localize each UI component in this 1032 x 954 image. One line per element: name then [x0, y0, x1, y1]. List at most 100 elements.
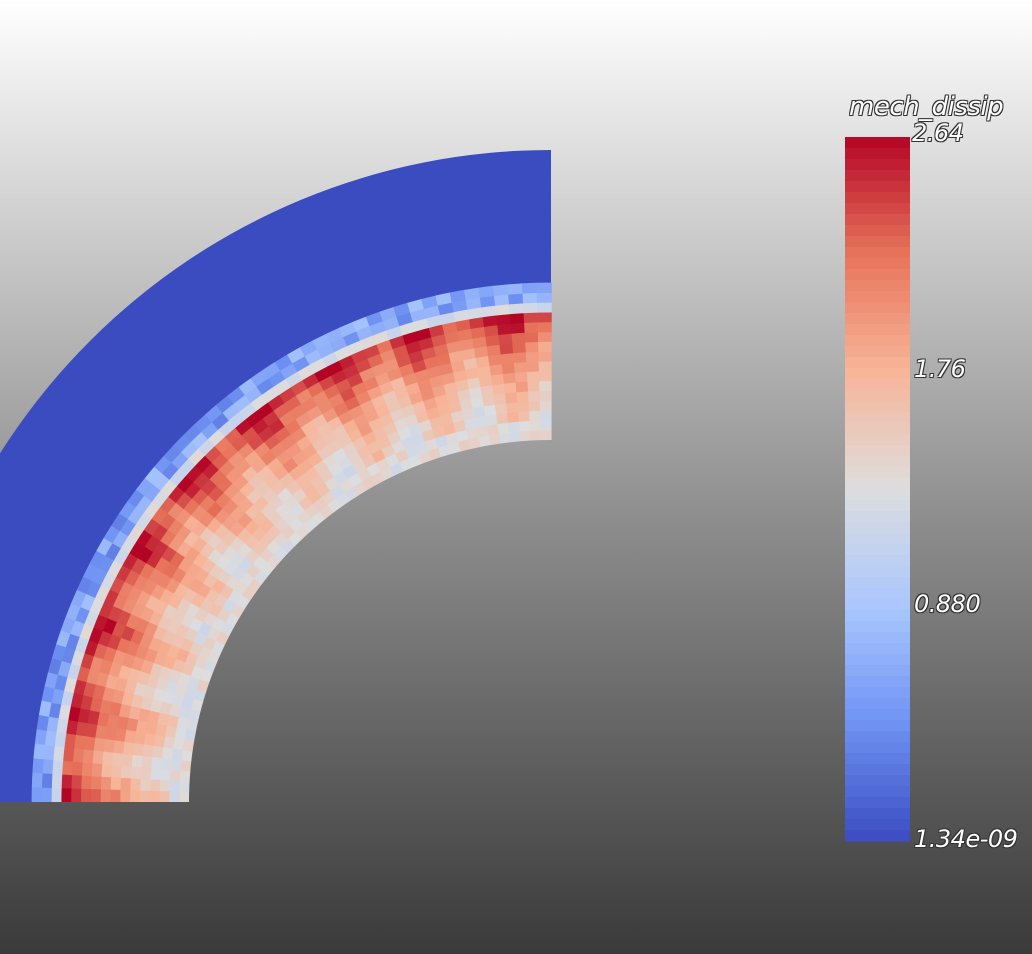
mesh-cell [468, 386, 483, 399]
colorbar-tick-label-2: 0.880 [914, 590, 981, 618]
mesh-cell [130, 655, 145, 672]
mesh-cell [463, 287, 481, 301]
mesh-cell [157, 640, 172, 656]
mesh-cell [510, 322, 526, 334]
mesh-cell [284, 418, 302, 435]
colorbar-band [845, 621, 910, 633]
mesh-cell [398, 363, 415, 377]
colorbar-band [845, 379, 910, 391]
mesh-cell [483, 324, 500, 337]
mesh-cell [70, 787, 82, 802]
mesh-cell [131, 754, 143, 768]
mesh-cell [80, 652, 95, 670]
colorbar-band [845, 764, 910, 776]
mesh-cell [428, 324, 445, 338]
mesh-cell [137, 545, 154, 564]
mesh-cell [507, 411, 520, 423]
mesh-cell [539, 400, 552, 411]
mesh-cell [168, 534, 185, 552]
colorbar-min-label: 1.34e-09 [914, 825, 1018, 853]
mesh-cell [237, 442, 255, 459]
mesh-cell [274, 354, 293, 371]
mesh-cell [52, 745, 65, 761]
mesh-cell [474, 415, 488, 428]
mesh-cell [145, 721, 158, 735]
colorbar-band [845, 742, 910, 754]
mesh-cell [112, 739, 125, 754]
mesh-cell [124, 679, 138, 695]
mesh-cell [169, 769, 181, 782]
colorbar-band [845, 808, 910, 820]
mesh-cell [153, 651, 168, 667]
mesh-cell [193, 688, 207, 702]
mesh-cell [459, 338, 475, 351]
mesh-cell [161, 746, 174, 760]
mesh-cell [108, 661, 123, 678]
mesh-cell [289, 403, 307, 420]
mesh-cell [171, 451, 189, 470]
mesh-cell [517, 400, 530, 412]
mesh-cell [540, 410, 552, 421]
mesh-cell [338, 321, 357, 338]
mesh-cell [495, 303, 511, 316]
mesh-cell [177, 556, 194, 573]
mesh-cell [445, 431, 459, 445]
mesh-cell [468, 436, 481, 450]
mesh-cell [312, 390, 330, 406]
mesh-cell [435, 352, 452, 366]
mesh-cell [52, 759, 64, 775]
mesh-cell [218, 459, 236, 477]
mesh-cell [287, 347, 306, 364]
mesh-cell [160, 757, 172, 770]
mesh-cell [457, 328, 473, 342]
colorbar-band [845, 478, 910, 490]
mesh-cell [203, 659, 217, 673]
colorbar-band [845, 423, 910, 435]
mesh-cell [527, 380, 541, 392]
mesh-cell [143, 684, 157, 700]
mesh-cell [485, 413, 499, 426]
mesh-cell [185, 561, 202, 579]
mesh-cell [470, 326, 487, 339]
mesh-cell [113, 547, 130, 566]
mesh-cell [81, 761, 93, 777]
mesh-cell [122, 741, 135, 755]
colorbar-title: mech_dissip [849, 92, 1004, 122]
mesh-cell [488, 433, 501, 446]
mesh-cell [389, 334, 406, 350]
colorbar-band [845, 665, 910, 677]
mesh-cell [194, 414, 213, 432]
mesh-cell [211, 412, 230, 430]
mesh-cell [414, 441, 429, 455]
colorbar-band [845, 280, 910, 292]
mesh-cell [169, 551, 186, 568]
mesh-cell [423, 305, 441, 319]
mesh-cell [334, 345, 352, 361]
mesh-cell [152, 687, 166, 702]
mesh-cell [492, 383, 506, 395]
mesh-cell [390, 376, 407, 391]
mesh-cell [429, 415, 444, 430]
mesh-cell [524, 322, 539, 333]
mesh-cell [332, 447, 348, 463]
mesh-cell [125, 640, 140, 657]
mesh-cell [71, 589, 87, 608]
mesh-cell [93, 736, 106, 752]
mesh-cell [133, 573, 149, 591]
mesh-cell [321, 351, 340, 368]
mesh-cell [86, 668, 100, 685]
mesh-cell [48, 657, 62, 675]
mesh-cell [152, 472, 170, 491]
mesh-cell [432, 425, 446, 439]
mesh-cell [472, 336, 488, 349]
mesh-cell [158, 665, 173, 681]
mesh-cell [411, 359, 427, 373]
mesh-cell [295, 388, 313, 405]
mesh-cell [164, 724, 177, 739]
mesh-cell [295, 411, 312, 428]
mesh-cell [339, 386, 357, 402]
mesh-cell [118, 703, 132, 718]
mesh-cell [221, 443, 239, 461]
mesh-cell [120, 535, 137, 554]
